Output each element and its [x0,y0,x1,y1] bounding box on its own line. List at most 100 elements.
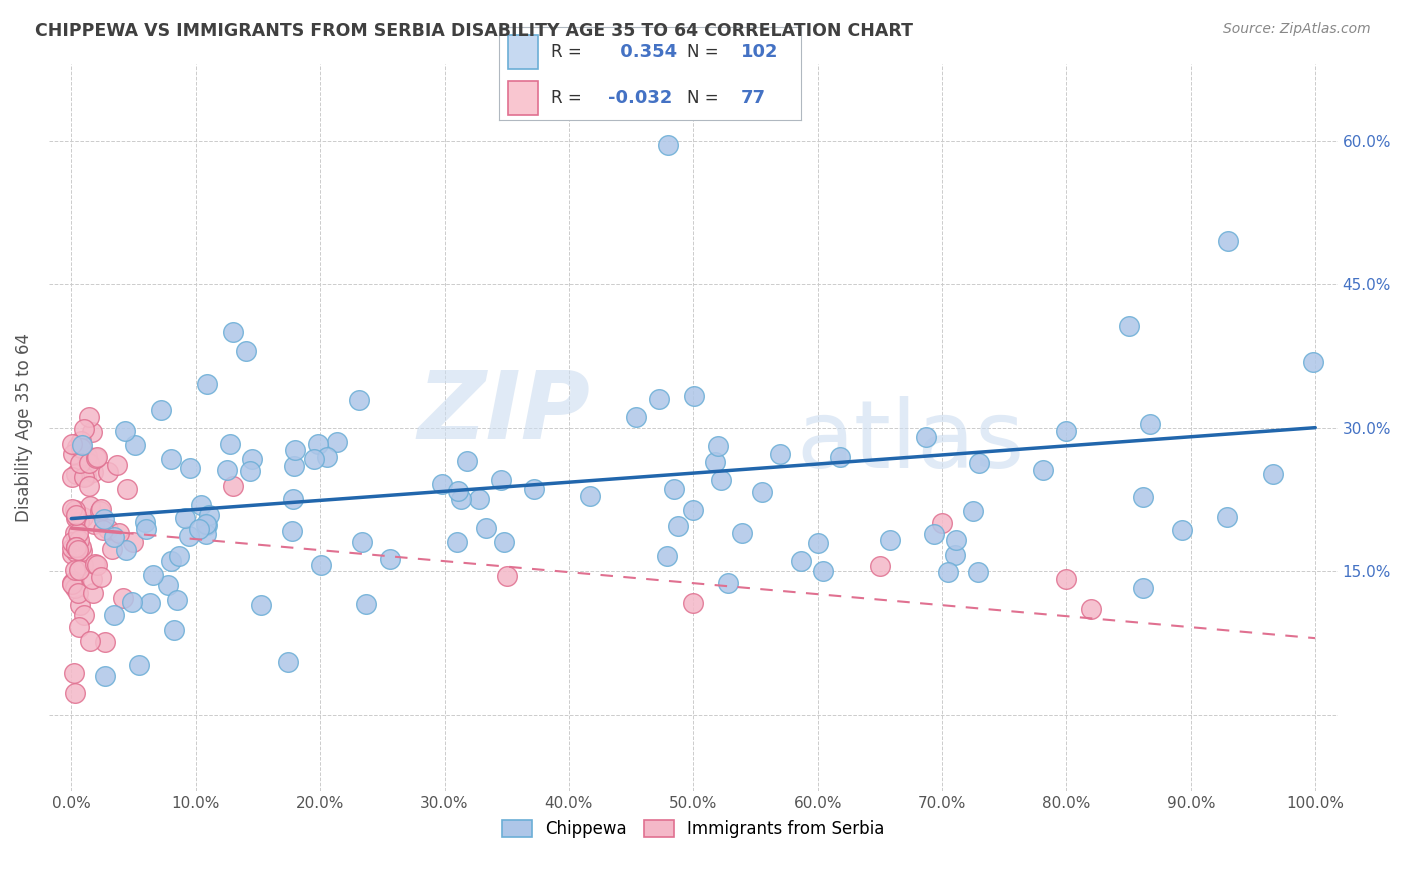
Point [128,657,150,672]
Point [682,597,704,611]
Point [657,138,679,153]
Y-axis label: Disability Age 35 to 64: Disability Age 35 to 64 [15,334,32,522]
Point [90,501,112,516]
Point [922,527,945,541]
Point [63,686,86,700]
Point [60,577,83,591]
Point [79,456,101,470]
Point [69,456,91,470]
Point [167,549,190,563]
Point [72,607,94,622]
Point [75,468,97,483]
Point [82,465,104,479]
Point [879,533,901,548]
Point [108,525,131,540]
Point [1215,510,1237,524]
Point [446,535,468,549]
Point [66,526,89,541]
Text: Source: ZipAtlas.com: Source: ZipAtlas.com [1223,22,1371,37]
Point [222,479,245,493]
Point [60,502,83,516]
Point [807,536,830,550]
Text: R =: R = [551,89,581,107]
Point [936,566,959,580]
Point [731,525,754,540]
Point [67,563,90,577]
Point [967,565,990,579]
Point [159,554,181,568]
Point [188,523,211,537]
Point [142,568,165,582]
Point [139,596,162,610]
Text: N =: N = [686,43,718,61]
Point [91,523,114,537]
Point [65,526,87,541]
Point [86,558,108,573]
Point [67,620,90,634]
Point [967,456,990,470]
Point [943,549,966,563]
Point [94,635,117,649]
Point [1263,467,1285,482]
Point [86,450,108,465]
Point [962,504,984,518]
Point [492,534,515,549]
Point [218,437,240,451]
Point [179,460,201,475]
Point [284,442,307,457]
Point [89,504,111,518]
Point [352,535,374,549]
Point [683,389,706,403]
Point [830,450,852,464]
Point [60,535,83,549]
Point [869,558,891,573]
Point [65,545,87,559]
Point [195,518,218,533]
Point [100,541,122,556]
Text: 0.354: 0.354 [614,43,678,61]
Point [150,402,173,417]
Point [356,597,378,611]
Point [945,533,967,547]
Text: 77: 77 [741,89,766,107]
Point [1218,234,1240,248]
Point [666,518,689,533]
Point [769,447,792,461]
Point [811,564,834,578]
Point [115,482,138,496]
FancyBboxPatch shape [508,81,538,115]
Point [316,450,339,464]
Point [97,522,120,536]
Point [309,558,332,572]
Point [195,527,218,541]
Point [1032,463,1054,477]
Point [82,586,104,600]
Point [60,437,83,451]
Point [657,549,679,563]
Point [60,470,83,484]
Point [159,451,181,466]
Point [239,464,262,478]
Point [65,540,87,554]
Point [79,500,101,514]
Point [124,438,146,452]
Point [103,530,125,544]
Point [70,543,93,558]
Text: atlas: atlas [796,396,1025,488]
Point [82,425,104,440]
Point [94,669,117,683]
Point [76,450,98,464]
Point [60,541,83,556]
Point [156,578,179,592]
Point [1056,573,1078,587]
Point [682,502,704,516]
Point [90,570,112,584]
Point [281,492,304,507]
Point [1171,523,1194,537]
Point [347,392,370,407]
Point [66,440,89,454]
Point [790,554,813,568]
Point [1132,582,1154,596]
Point [63,665,86,680]
Point [77,479,100,493]
